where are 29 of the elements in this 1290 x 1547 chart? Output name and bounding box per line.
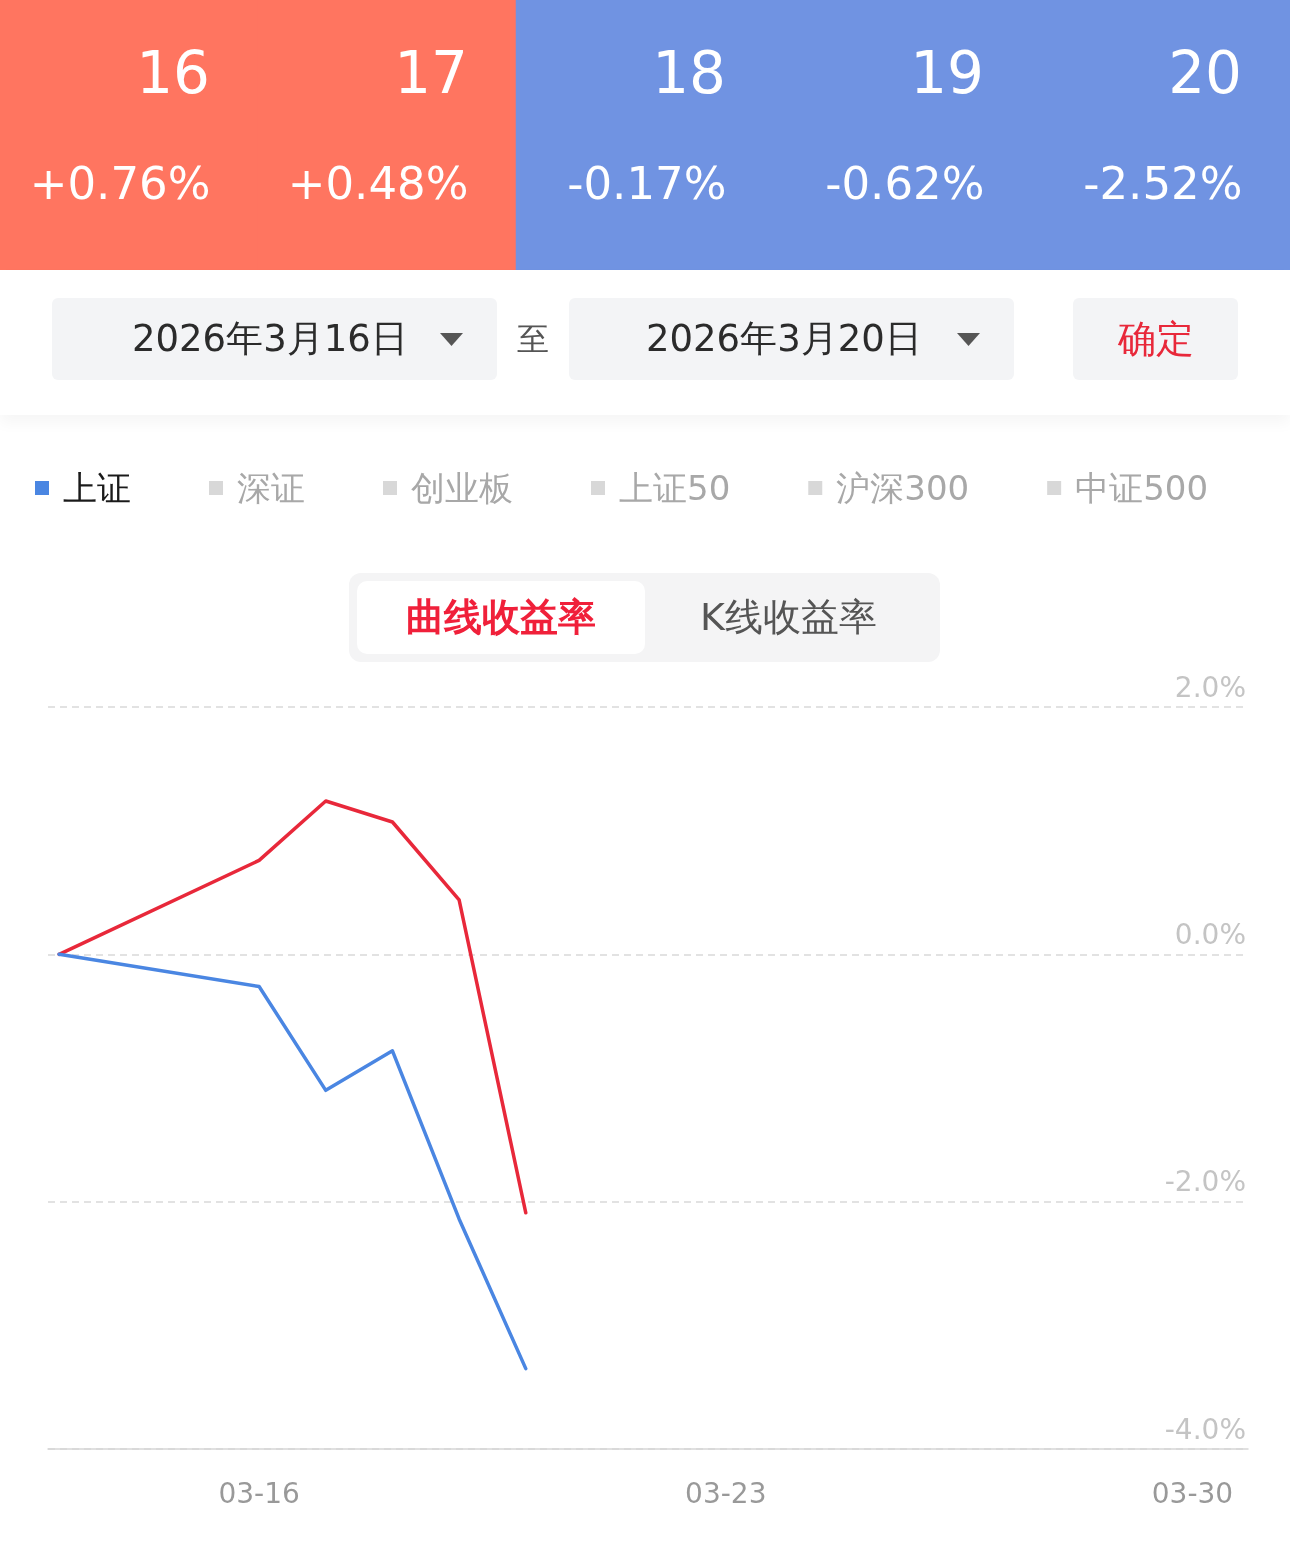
text: K线收益率 bbox=[699, 594, 878, 641]
text: 曲线收益率 bbox=[357, 581, 645, 654]
data-label: -2.52% bbox=[1083, 157, 1243, 211]
x-tick-label: 16 bbox=[136, 39, 210, 107]
x-tick-label: 03-23 bbox=[685, 1476, 767, 1510]
data-label: -0.62% bbox=[825, 157, 985, 211]
legend-label: 上证50 bbox=[619, 468, 731, 508]
legend-label: 深证 bbox=[237, 468, 305, 508]
text: 2026年3月20日 bbox=[646, 316, 922, 362]
text: 2026年3月16日 bbox=[132, 316, 408, 362]
legend-label: 沪深300 bbox=[836, 468, 970, 508]
x-tick-label: 19 bbox=[910, 39, 984, 107]
data-label: -0.17% bbox=[567, 157, 727, 211]
data-label: +0.48% bbox=[287, 157, 469, 211]
x-tick-label: 17 bbox=[394, 39, 468, 107]
x-tick-label: 03-30 bbox=[1151, 1476, 1234, 1510]
y-tick-label: 2.0% bbox=[1174, 670, 1246, 704]
text: 至 bbox=[517, 319, 549, 360]
x-tick-label: 18 bbox=[652, 39, 726, 107]
y-tick-label: 0.0% bbox=[1174, 917, 1246, 951]
text: 确定 bbox=[1073, 298, 1238, 380]
x-tick-label: 03-16 bbox=[218, 1476, 300, 1510]
y-tick-label: -2.0% bbox=[1164, 1165, 1246, 1199]
y-tick-label: -4.0% bbox=[1164, 1412, 1246, 1446]
legend-label: 上证 bbox=[63, 468, 131, 508]
legend-label: 中证500 bbox=[1075, 468, 1209, 508]
data-label: +0.76% bbox=[29, 157, 211, 211]
x-tick-label: 20 bbox=[1168, 39, 1242, 107]
legend-label: 创业板 bbox=[411, 468, 513, 508]
